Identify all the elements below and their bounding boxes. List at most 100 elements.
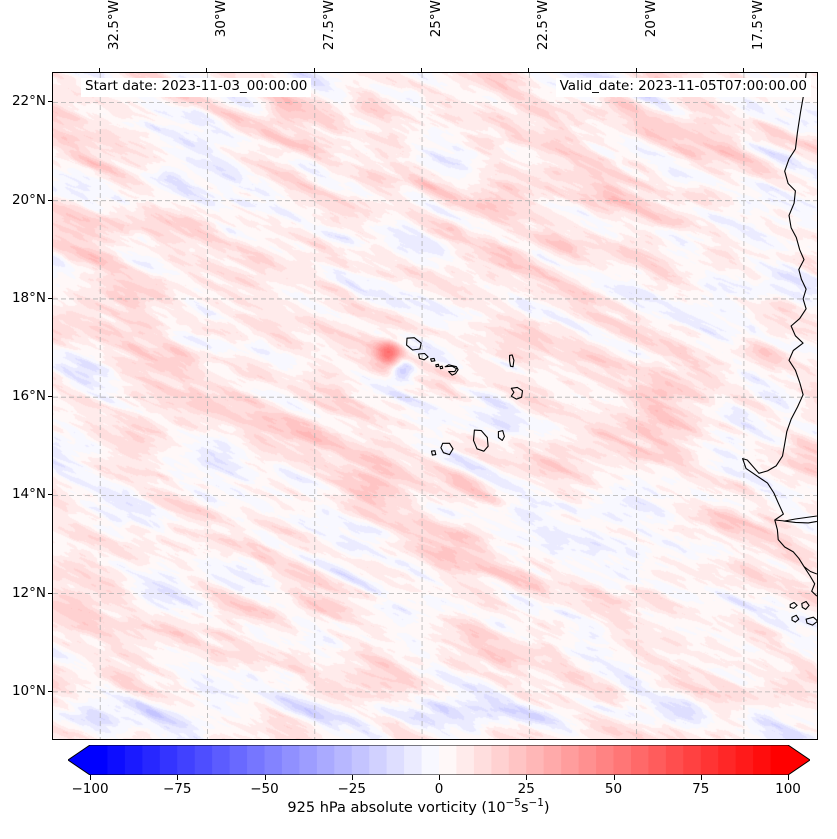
colorbar-band: [142, 745, 161, 775]
colorbar-tick-label: 25: [517, 781, 535, 797]
start-date-annotation: Start date: 2023-11-03_00:00:00: [81, 78, 312, 97]
valid-date-annotation: Valid_date: 2023-11-05T07:00:00.00: [555, 78, 811, 97]
colorbar-band: [665, 745, 684, 775]
latitude-tick-label: 18°N: [11, 289, 46, 306]
longitude-tick-label: 32.5°W: [106, 0, 123, 51]
colorbar-band: [107, 745, 126, 775]
colorbar-tick-label: −50: [250, 781, 279, 797]
colorbar-tick-mark: [90, 775, 91, 780]
colorbar-title: 925 hPa absolute vorticity (10−5s−1): [0, 797, 837, 816]
colorbar-title-exponent-2: −1: [528, 797, 544, 810]
coastline-guinea-bissau-mainland: [803, 566, 817, 597]
colorbar-band: [351, 745, 370, 775]
colorbar-tick-label: 100: [775, 781, 801, 797]
y-tick-mark: [48, 690, 52, 692]
x-tick-mark: [99, 68, 101, 72]
x-tick-mark: [635, 68, 637, 72]
island-boa-vista: [510, 386, 524, 400]
colorbar-band: [386, 745, 405, 775]
y-tick-mark: [48, 297, 52, 299]
colorbar-band: [281, 745, 300, 775]
island-sao-nicolau: [444, 364, 459, 376]
colorbar-tick-mark: [264, 775, 266, 780]
longitude-tick-label: 30°W: [213, 0, 230, 38]
island-bijagos-1: [789, 601, 798, 609]
colorbar-tick-mark: [526, 775, 528, 780]
island-santa-luzia: [430, 357, 436, 362]
colorbar-band: [543, 745, 562, 775]
colorbar-title-exponent-1: −5: [505, 797, 521, 810]
island-sal: [509, 354, 515, 368]
longitude-tick-label: 20°W: [642, 0, 659, 38]
colorbar-tick-mark: [788, 775, 789, 780]
colorbar-extend-max-arrow: [788, 745, 810, 775]
colorbar-tick-mark: [351, 775, 353, 780]
x-tick-mark: [421, 68, 423, 72]
colorbar[interactable]: −100 −75 −50 −25 0 25 50 75 100: [68, 745, 810, 797]
colorbar-band: [90, 745, 109, 775]
y-tick-mark: [48, 396, 52, 398]
island-santiago: [472, 429, 489, 452]
colorbar-title-suffix: ): [543, 800, 550, 816]
coastline-casamance-guinea-bissau: [774, 519, 817, 575]
latitude-tick-label: 12°N: [11, 584, 46, 601]
colorbar-band: [369, 745, 388, 775]
colorbar-band: [247, 745, 266, 775]
colorbar-band: [561, 745, 580, 775]
colorbar-band: [526, 745, 545, 775]
colorbar-band: [194, 745, 213, 775]
colorbar-tick-label: 0: [434, 781, 444, 797]
colorbar-tick-mark: [439, 775, 440, 780]
colorbar-title-prefix: 925 hPa absolute vorticity (10: [287, 800, 506, 816]
latitude-tick-label: 16°N: [11, 388, 46, 405]
longitude-tick-label: 17.5°W: [749, 0, 766, 51]
longitude-tick-label: 22.5°W: [535, 0, 552, 51]
colorbar-tick-label: −75: [163, 781, 192, 797]
colorbar-band: [770, 745, 789, 775]
colorbar-tick-mark: [177, 775, 179, 780]
colorbar-band: [683, 745, 702, 775]
colorbar-band: [212, 745, 231, 775]
colorbar-band: [578, 745, 597, 775]
colorbar-band: [421, 745, 440, 775]
coastline-gambia-river: [783, 520, 817, 524]
island-raso: [439, 365, 444, 370]
colorbar-band: [159, 745, 178, 775]
island-fogo: [440, 442, 454, 456]
colorbar-tick-mark: [700, 775, 702, 780]
graticule-gridlines: [53, 73, 817, 739]
colorbar-band: [630, 745, 649, 775]
colorbar-title-mid: s: [520, 800, 529, 816]
island-santo-antao: [406, 337, 422, 351]
map-axes[interactable]: Start date: 2023-11-03_00:00:00 Valid_da…: [52, 72, 818, 740]
colorbar-band: [456, 745, 475, 775]
colorbar-tick-label: 75: [692, 781, 710, 797]
longitude-tick-label: 25°W: [428, 0, 445, 38]
x-tick-mark: [313, 68, 315, 72]
y-tick-mark: [48, 592, 52, 594]
latitude-tick-label: 22°N: [11, 93, 46, 110]
island-maio: [497, 430, 505, 441]
y-tick-mark: [48, 199, 52, 201]
colorbar-band: [124, 745, 143, 775]
latitude-tick-label: 14°N: [11, 486, 46, 503]
colorbar-band: [491, 745, 510, 775]
island-bijagos-3: [791, 614, 800, 623]
vorticity-field-heatmap: [53, 73, 817, 739]
x-tick-mark: [742, 68, 744, 72]
y-tick-mark: [48, 101, 52, 103]
colorbar-band: [648, 745, 667, 775]
colorbar-tick-label: −100: [71, 781, 109, 797]
colorbar-band: [439, 745, 458, 775]
latitude-tick-label: 20°N: [11, 191, 46, 208]
colorbar-band: [229, 745, 248, 775]
colorbar-band: [613, 745, 632, 775]
colorbar-tick-label: 50: [604, 781, 623, 797]
colorbar-extend-min-arrow: [68, 745, 90, 775]
colorbar-tick-mark: [613, 775, 615, 780]
colorbar-band: [404, 745, 423, 775]
x-tick-mark: [206, 68, 208, 72]
colorbar-band: [735, 745, 754, 775]
colorbar-band: [316, 745, 335, 775]
colorbar-band: [264, 745, 283, 775]
